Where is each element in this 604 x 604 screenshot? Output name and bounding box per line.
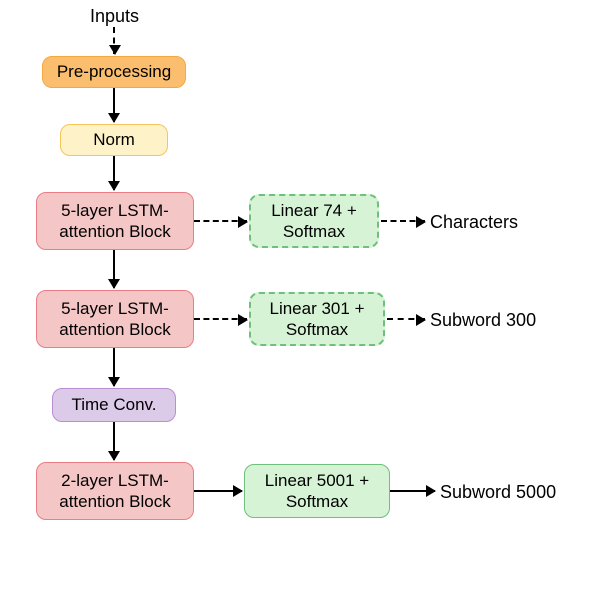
arrow-down-1 [113, 88, 115, 122]
characters-label: Characters [430, 212, 518, 233]
timeconv-node: Time Conv. [52, 388, 176, 422]
subword300-label: Subword 300 [430, 310, 536, 331]
subword5000-label: Subword 5000 [440, 482, 556, 503]
lstm-block-1-node: 5-layer LSTM-attention Block [36, 192, 194, 250]
linear301-node: Linear 301 +Softmax [249, 292, 385, 346]
inputs-label: Inputs [90, 6, 139, 27]
arrow-down-3 [113, 250, 115, 288]
lstm-block-3-node: 2-layer LSTM-attention Block [36, 462, 194, 520]
linear74-node: Linear 74 +Softmax [249, 194, 379, 248]
arrow-right-2 [194, 318, 247, 320]
arrow-down-0 [113, 27, 115, 54]
preprocessing-node: Pre-processing [42, 56, 186, 88]
linear5001-node: Linear 5001 +Softmax [244, 464, 390, 518]
arrow-down-2 [113, 156, 115, 190]
norm-node: Norm [60, 124, 168, 156]
arrow-down-5 [113, 422, 115, 460]
arrow-right-1 [381, 220, 425, 222]
arrow-right-4 [194, 490, 242, 492]
arrow-down-4 [113, 348, 115, 386]
lstm-block-2-node: 5-layer LSTM-attention Block [36, 290, 194, 348]
arrow-right-3 [387, 318, 425, 320]
arrow-right-5 [390, 490, 435, 492]
arrow-right-0 [194, 220, 247, 222]
